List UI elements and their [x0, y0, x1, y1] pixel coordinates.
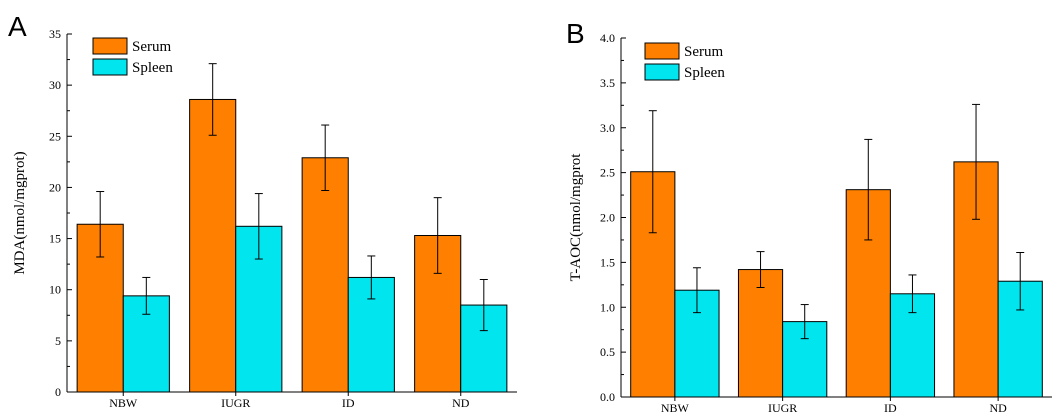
- legend-label-spleen: Spleen: [684, 65, 725, 81]
- y-tick-label: 1.0: [600, 300, 615, 314]
- x-tick-label-iugr: IUGR: [221, 396, 250, 410]
- legend-swatch-serum: [92, 37, 128, 55]
- panel-letter: B: [566, 18, 585, 49]
- y-tick-label: 0.5: [600, 345, 615, 359]
- legend-label-serum: Serum: [684, 44, 723, 60]
- y-axis-title: MDA(nmol/mgprot): [12, 151, 28, 274]
- y-tick-label: 3.0: [600, 121, 615, 135]
- y-tick-label: 35: [49, 27, 61, 41]
- x-tick-label-nd: ND: [989, 401, 1007, 415]
- y-tick-label: 5: [55, 334, 61, 348]
- y-tick-label: 0: [55, 385, 61, 399]
- x-tick-label-id: ID: [884, 401, 897, 415]
- y-tick-label: 0.0: [600, 390, 615, 404]
- y-tick-label: 10: [49, 283, 61, 297]
- y-tick-label: 30: [49, 78, 61, 92]
- y-tick-label: 15: [49, 232, 61, 246]
- y-tick-label: 20: [49, 180, 61, 194]
- y-tick-label: 4.0: [600, 31, 615, 45]
- legend-swatch-spleen: [92, 58, 128, 76]
- y-axis-title: T-AOC(nmol/mgprot: [568, 153, 584, 282]
- chart-panel-a: A NBW IUGR ID ND 0 5 10 15 20 25 30 35 MDA(nmol/mgpro…: [8, 11, 517, 410]
- panel-letter: A: [8, 11, 27, 42]
- x-tick-label-nd: ND: [452, 396, 470, 410]
- bar-serum-id: [301, 157, 349, 393]
- x-tick-label-id: ID: [342, 396, 355, 410]
- y-tick-label: 2.0: [600, 211, 615, 225]
- x-tick-label-nbw: NBW: [109, 396, 138, 410]
- legend-label-spleen: Spleen: [132, 60, 173, 76]
- x-tick-label-iugr: IUGR: [768, 401, 797, 415]
- bar-serum-iugr: [737, 269, 784, 398]
- y-tick-label: 2.5: [600, 166, 615, 180]
- y-tick-label: 25: [49, 129, 61, 143]
- legend-swatch-serum: [644, 42, 680, 60]
- x-tick-label-nbw: NBW: [661, 401, 690, 415]
- legend-label-serum: Serum: [132, 39, 171, 55]
- legend-swatch-spleen: [644, 63, 680, 81]
- y-tick-label: 3.5: [600, 76, 615, 90]
- bar-serum-iugr: [189, 98, 237, 393]
- chart-panel-b: B NBW IUGR ID ND 0.0 0.5 1.0 1.5 2.0 2.5 3.0 3.5 4.0 T…: [566, 18, 1052, 415]
- y-tick-label: 1.5: [600, 255, 615, 269]
